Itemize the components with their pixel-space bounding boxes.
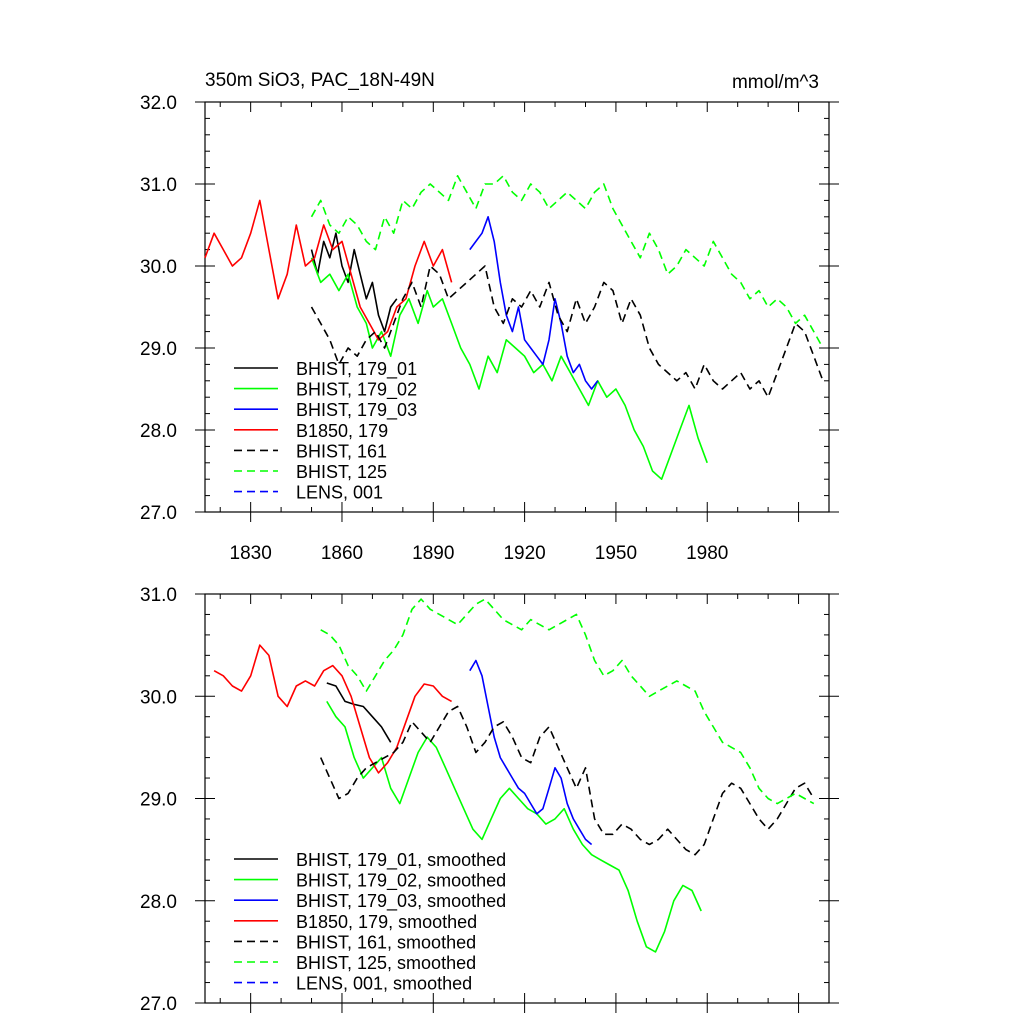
legend-label: LENS, 001 bbox=[296, 483, 383, 503]
chart-title: 350m SiO3, PAC_18N-49N bbox=[205, 70, 435, 91]
series-line bbox=[469, 216, 599, 390]
legend-label: BHIST, 161, smoothed bbox=[296, 932, 476, 952]
top-panel: 1830 1860 1890 1920 1950 1980 27.0 28.0 29.0 30.0… bbox=[140, 70, 839, 564]
series-line bbox=[310, 265, 824, 399]
legend-label: BHIST, 125 bbox=[296, 462, 387, 482]
legend-label: BHIST, 125, smoothed bbox=[296, 953, 476, 973]
y-tick-label: 29.0 bbox=[140, 339, 177, 360]
y-tick-label: 31.0 bbox=[140, 175, 177, 196]
series-line bbox=[310, 175, 824, 349]
series-line bbox=[213, 644, 452, 774]
y-tick-label: 27.0 bbox=[140, 503, 177, 524]
series-line bbox=[310, 232, 398, 333]
bottom-panel: 27.0 28.0 29.0 30.0 31.0 BHIST, 179_01, smoot… bbox=[140, 585, 839, 1015]
series-line bbox=[310, 257, 708, 481]
series-line bbox=[326, 700, 702, 953]
y-tick-label: 27.0 bbox=[140, 994, 177, 1015]
units-label: mmol/m^3 bbox=[732, 72, 819, 93]
legend-label: BHIST, 179_03 bbox=[296, 400, 417, 421]
y-tick-label: 32.0 bbox=[140, 93, 177, 114]
y-tick-label: 31.0 bbox=[140, 585, 177, 606]
y-tick-label: 30.0 bbox=[140, 257, 177, 278]
x-tick-label: 1830 bbox=[230, 543, 272, 564]
series-line bbox=[319, 705, 815, 856]
legend-label: BHIST, 179_01 bbox=[296, 359, 417, 380]
legend-label: BHIST, 179_01, smoothed bbox=[296, 850, 506, 871]
x-tick-label: 1950 bbox=[595, 543, 637, 564]
series-line bbox=[320, 598, 815, 805]
series-line bbox=[326, 682, 392, 743]
legend-label: BHIST, 161 bbox=[296, 441, 387, 461]
x-tick-label: 1860 bbox=[321, 543, 363, 564]
series-line bbox=[204, 199, 453, 341]
legend-label: B1850, 179 bbox=[296, 421, 388, 441]
y-tick-label: 30.0 bbox=[140, 687, 177, 708]
y-tick-label: 28.0 bbox=[140, 421, 177, 442]
legend-label: BHIST, 179_02 bbox=[296, 380, 417, 401]
legend-label: BHIST, 179_02, smoothed bbox=[296, 871, 506, 892]
x-tick-label: 1980 bbox=[686, 543, 728, 564]
series-line bbox=[469, 659, 593, 846]
plot-frame bbox=[204, 101, 830, 513]
x-tick-label: 1890 bbox=[412, 543, 454, 564]
y-tick-label: 28.0 bbox=[140, 892, 177, 913]
legend-label: B1850, 179, smoothed bbox=[296, 912, 477, 932]
legend-label: BHIST, 179_03, smoothed bbox=[296, 891, 506, 912]
y-tick-label: 29.0 bbox=[140, 790, 177, 811]
legend-label: LENS, 001, smoothed bbox=[296, 974, 472, 994]
x-tick-label: 1920 bbox=[503, 543, 545, 564]
